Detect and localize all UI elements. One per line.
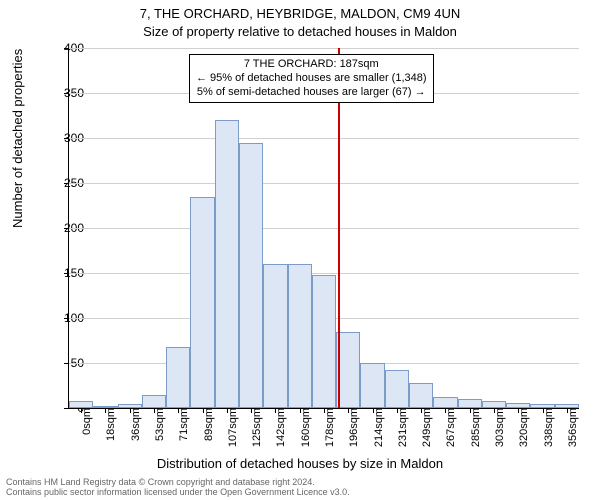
histogram-bar: [69, 401, 93, 408]
histogram-bar: [482, 401, 506, 408]
xtick-label: 303sqm: [494, 408, 506, 447]
x-axis-label: Distribution of detached houses by size …: [0, 456, 600, 471]
annotation-line-3: 5% of semi-detached houses are larger (6…: [196, 86, 427, 100]
xtick-label: 142sqm: [275, 408, 287, 447]
annotation-line-1: 7 THE ORCHARD: 187sqm: [196, 58, 427, 72]
histogram-bar: [458, 399, 482, 408]
histogram-bar: [288, 264, 312, 408]
gridline: [69, 48, 579, 49]
histogram-bar: [312, 275, 336, 408]
xtick-label: 249sqm: [421, 408, 433, 447]
gridline: [69, 138, 579, 139]
histogram-bar: [166, 347, 190, 408]
xtick-label: 18sqm: [105, 408, 117, 441]
annotation-box: 7 THE ORCHARD: 187sqm ← 95% of detached …: [189, 54, 434, 103]
histogram-bar: [239, 143, 263, 409]
xtick-label: 267sqm: [445, 408, 457, 447]
xtick-label: 36sqm: [130, 408, 142, 441]
histogram-bar: [409, 383, 433, 408]
histogram-bar: [190, 197, 214, 409]
histogram-bar: [215, 120, 239, 408]
xtick-label: 214sqm: [373, 408, 385, 447]
xtick-label: 285sqm: [470, 408, 482, 447]
gridline: [69, 183, 579, 184]
xtick-label: 178sqm: [324, 408, 336, 447]
footer-line-2: Contains public sector information licen…: [6, 488, 350, 498]
xtick-label: 125sqm: [251, 408, 263, 447]
xtick-label: 320sqm: [518, 408, 530, 447]
histogram-bar: [118, 404, 142, 408]
histogram-bar: [506, 403, 530, 408]
xtick-label: 160sqm: [300, 408, 312, 447]
chart-title-sub: Size of property relative to detached ho…: [0, 24, 600, 39]
xtick-label: 196sqm: [348, 408, 360, 447]
annotation-line-2: ← 95% of detached houses are smaller (1,…: [196, 72, 427, 86]
histogram-bar: [385, 370, 409, 408]
xtick-label: 231sqm: [397, 408, 409, 447]
histogram-bar: [93, 406, 117, 408]
xtick-label: 338sqm: [543, 408, 555, 447]
histogram-bar: [336, 332, 360, 409]
xtick-label: 53sqm: [154, 408, 166, 441]
histogram-bar: [555, 404, 579, 408]
plot-area: 7 THE ORCHARD: 187sqm ← 95% of detached …: [68, 48, 579, 409]
histogram-bar: [360, 363, 384, 408]
chart-title-main: 7, THE ORCHARD, HEYBRIDGE, MALDON, CM9 4…: [0, 6, 600, 21]
histogram-bar: [263, 264, 287, 408]
histogram-bar: [433, 397, 457, 408]
y-axis-label: Number of detached properties: [10, 49, 25, 228]
xtick-label: 89sqm: [203, 408, 215, 441]
gridline: [69, 228, 579, 229]
footer-attribution: Contains HM Land Registry data © Crown c…: [6, 478, 350, 498]
xtick-label: 356sqm: [567, 408, 579, 447]
xtick-label: 107sqm: [227, 408, 239, 447]
xtick-label: 71sqm: [178, 408, 190, 441]
histogram-bar: [530, 404, 554, 408]
histogram-bar: [142, 395, 166, 408]
